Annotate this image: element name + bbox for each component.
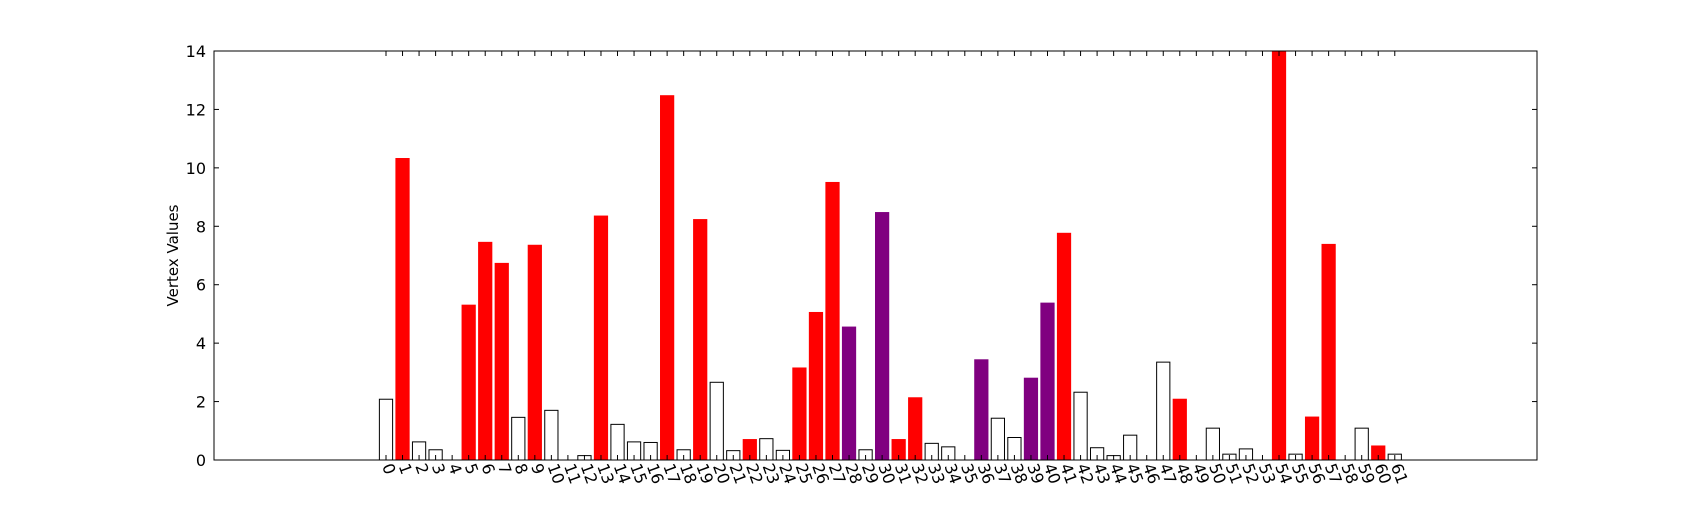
bar-6 (478, 241, 493, 461)
y-ticks-group: 0 2 4 6 8 10 12 14 (186, 42, 1537, 470)
y-tick-label-12: 12 (186, 100, 206, 119)
bar-0 (378, 398, 394, 461)
bar-39 (1023, 377, 1039, 461)
bars-group (378, 50, 1402, 461)
bar-54 (1271, 50, 1287, 461)
bar-27 (825, 181, 840, 461)
y-tick-label-6: 6 (196, 276, 206, 295)
bar-13 (593, 215, 609, 461)
bar-8 (511, 416, 526, 461)
bar-20 (709, 381, 724, 461)
bar-42 (1073, 391, 1088, 461)
plot-frame (213, 50, 1538, 461)
y-tick-label-10: 10 (186, 159, 206, 178)
bar-37 (990, 417, 1005, 461)
bar-36 (974, 359, 989, 461)
bar-28 (841, 326, 857, 461)
bar-56 (1304, 416, 1320, 461)
bar-19 (693, 219, 708, 461)
y-tick-label-0: 0 (196, 451, 206, 470)
bar-10 (544, 409, 559, 461)
y-axis-label: Vertex Values (164, 204, 182, 306)
bar-48 (1172, 398, 1187, 461)
bar-32 (908, 397, 923, 461)
bar-47 (1156, 361, 1171, 461)
y-tick-label-2: 2 (196, 393, 206, 412)
bar-40 (1040, 302, 1055, 461)
bar-30 (875, 212, 890, 461)
bar-5 (461, 304, 476, 461)
bar-17 (660, 95, 675, 461)
bar-1 (395, 158, 410, 461)
bar-41 (1056, 232, 1072, 461)
y-tick-label-8: 8 (196, 217, 206, 236)
y-tick-label-14: 14 (186, 42, 206, 61)
bar-25 (792, 367, 807, 461)
bar-9 (527, 244, 542, 461)
bar-14 (610, 423, 625, 461)
bar-26 (808, 311, 824, 461)
bar-57 (1321, 243, 1336, 461)
y-tick-label-4: 4 (196, 334, 206, 353)
bar-7 (494, 262, 509, 461)
